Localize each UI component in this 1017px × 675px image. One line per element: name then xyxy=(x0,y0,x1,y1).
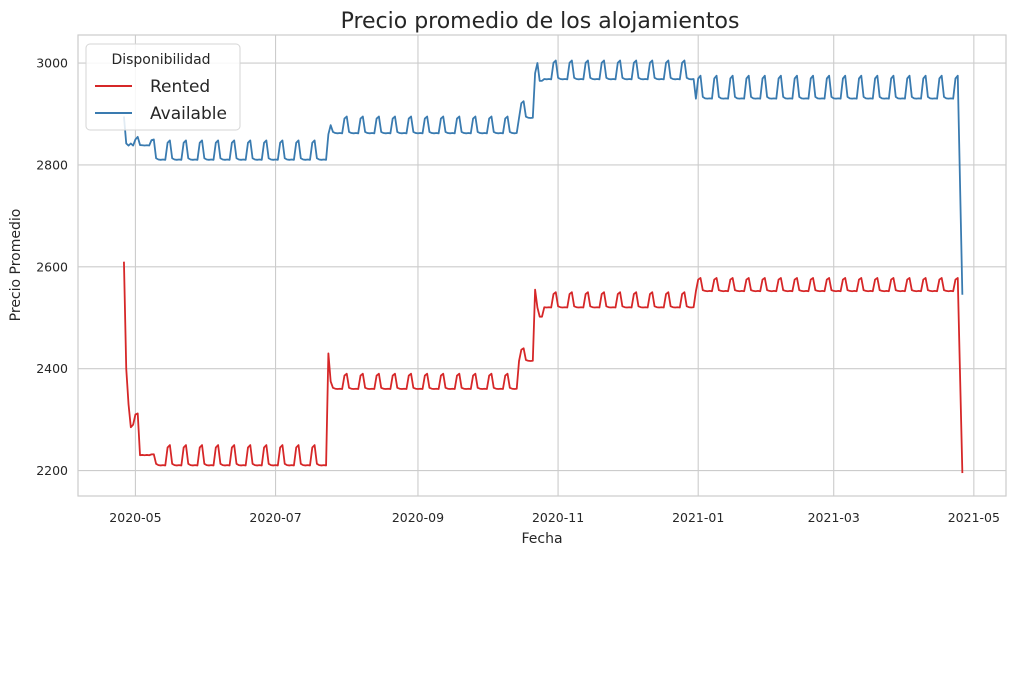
x-tick-label: 2021-05 xyxy=(948,510,1000,525)
y-axis-label: Precio Promedio xyxy=(8,209,24,322)
y-tick-label: 2600 xyxy=(36,259,68,274)
x-tick-label: 2021-01 xyxy=(672,510,724,525)
y-tick-label: 2200 xyxy=(36,463,68,478)
x-tick-label: 2020-05 xyxy=(109,510,161,525)
grid-lines xyxy=(78,35,1006,496)
x-axis-ticks: 2020-05 2020-07 2020-09 2020-11 2021-01 2021-… xyxy=(109,510,1000,525)
series-layer xyxy=(123,59,964,474)
legend: Disponibilidad Rented Available xyxy=(85,43,241,131)
legend-title: Disponibilidad xyxy=(111,52,210,68)
x-tick-label: 2020-11 xyxy=(532,510,584,525)
x-tick-label: 2021-03 xyxy=(808,510,860,525)
x-tick-label: 2020-09 xyxy=(392,510,444,525)
plot-frame xyxy=(77,34,1007,497)
y-axis-ticks: 2200 2400 2600 2800 3000 xyxy=(36,56,68,479)
y-tick-label: 2800 xyxy=(36,157,68,172)
legend-label-rented: Rented xyxy=(150,77,210,97)
y-tick-label: 2400 xyxy=(36,361,68,376)
legend-label-available: Available xyxy=(150,104,227,124)
legend-box xyxy=(85,43,241,131)
series-line-available xyxy=(123,59,964,295)
chart-title: Precio promedio de los alojamientos xyxy=(341,9,740,34)
y-tick-label: 3000 xyxy=(36,56,68,71)
series-line-rented xyxy=(123,261,964,474)
x-tick-label: 2020-07 xyxy=(249,510,301,525)
x-axis-label: Fecha xyxy=(521,531,562,547)
